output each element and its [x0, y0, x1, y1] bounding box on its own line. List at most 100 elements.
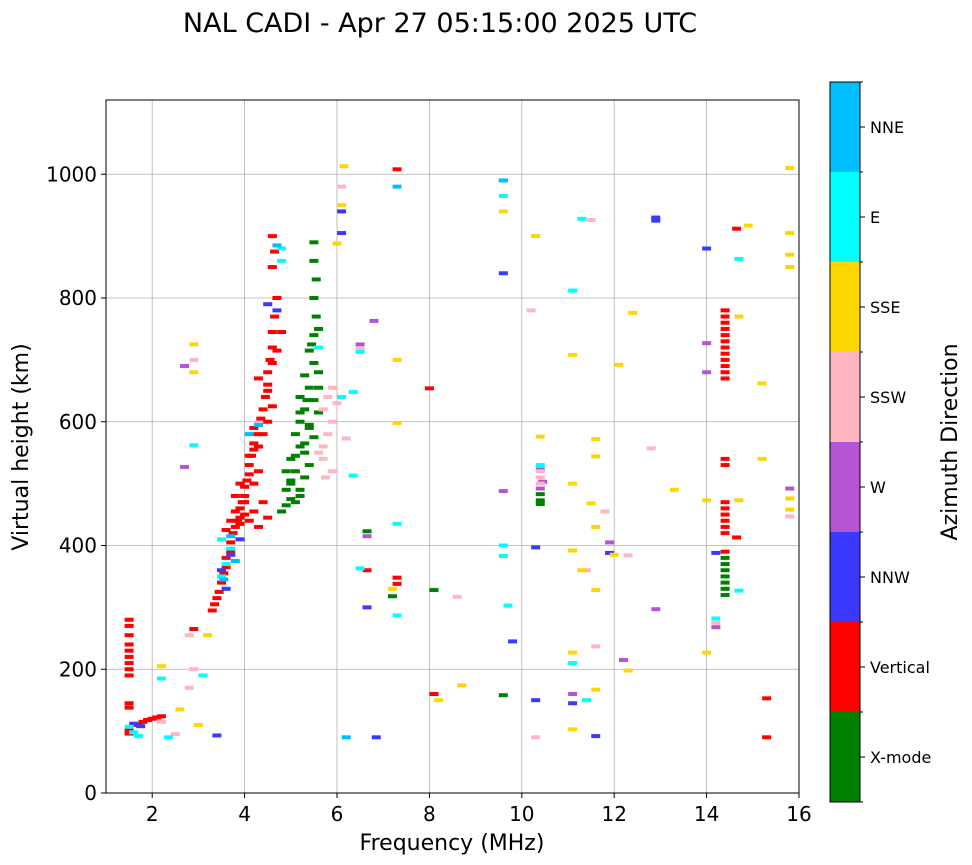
data-point: [124, 705, 134, 710]
data-point: [720, 326, 730, 331]
x-tick-label: 14: [694, 802, 719, 826]
data-point: [429, 692, 439, 696]
series-nne: [219, 178, 508, 740]
data-point: [323, 395, 333, 399]
data-point: [785, 507, 795, 512]
data-point: [498, 693, 508, 698]
data-point: [498, 178, 508, 183]
data-point: [314, 450, 324, 455]
data-point: [720, 463, 730, 468]
data-point: [240, 494, 250, 498]
data-point: [124, 661, 134, 666]
colorbar-segment: [830, 442, 860, 532]
data-point: [189, 627, 199, 632]
data-point: [720, 586, 730, 591]
data-point: [720, 500, 730, 505]
data-point: [314, 410, 324, 415]
data-point: [189, 370, 199, 375]
data-point: [136, 724, 146, 729]
data-point: [568, 661, 578, 666]
y-tick-label: 200: [59, 657, 97, 681]
data-point: [267, 345, 277, 350]
x-tick-label: 10: [509, 802, 534, 826]
data-point: [258, 432, 268, 437]
data-point: [235, 537, 245, 542]
data-point: [591, 524, 601, 529]
data-point: [720, 524, 730, 529]
data-point: [217, 568, 226, 573]
x-axis-label: Frequency (MHz): [360, 831, 545, 856]
data-point: [337, 395, 347, 399]
data-point: [267, 360, 277, 365]
data-point: [198, 673, 208, 678]
data-point: [184, 685, 194, 690]
data-point: [309, 240, 319, 245]
data-point: [240, 484, 250, 489]
colorbar-frame: [829, 81, 861, 803]
data-point: [392, 167, 402, 172]
x-tick-label: 2: [146, 802, 159, 826]
data-point: [277, 246, 287, 251]
data-point: [337, 209, 347, 214]
data-point: [600, 509, 610, 514]
data-point: [591, 454, 601, 459]
data-point: [720, 370, 730, 375]
data-point: [156, 719, 166, 724]
data-point: [230, 494, 240, 498]
data-point: [785, 496, 795, 501]
data-point: [720, 574, 730, 579]
data-point: [535, 469, 545, 474]
data-point: [362, 529, 372, 534]
data-point: [508, 639, 518, 644]
data-point: [263, 382, 273, 387]
data-point: [263, 388, 273, 393]
colorbar-tick-label: Vertical: [870, 658, 930, 677]
data-point: [226, 552, 236, 557]
colorbar-tick-label: NNW: [870, 568, 910, 587]
data-point: [256, 416, 266, 421]
data-point: [193, 722, 203, 727]
data-point: [249, 481, 259, 486]
data-point: [240, 500, 250, 505]
data-point: [720, 580, 730, 585]
data-point: [309, 360, 319, 365]
data-point: [498, 489, 508, 494]
colorbar-tick-label: NNE: [870, 118, 904, 137]
data-point: [568, 701, 578, 706]
colorbar-segment: [830, 712, 860, 802]
data-point: [235, 506, 245, 511]
data-point: [300, 475, 310, 480]
data-point: [586, 218, 596, 223]
data-point: [300, 373, 310, 378]
data-point: [757, 456, 767, 461]
data-point: [341, 735, 351, 740]
data-point: [263, 515, 273, 520]
data-point: [332, 401, 342, 406]
data-point: [309, 258, 319, 263]
data-point: [618, 657, 628, 662]
data-point: [337, 203, 347, 208]
data-point: [605, 540, 615, 545]
data-point: [429, 588, 439, 593]
data-point: [623, 668, 633, 673]
data-point: [785, 166, 795, 171]
data-point: [124, 642, 134, 647]
data-point: [249, 509, 259, 514]
y-tick-label: 400: [59, 534, 97, 558]
data-point: [568, 692, 578, 696]
series-x-mode: [277, 240, 730, 698]
data-point: [311, 277, 321, 282]
data-point: [286, 481, 296, 486]
data-point: [720, 364, 730, 369]
data-point: [244, 453, 254, 458]
plot-background: [106, 100, 799, 793]
data-point: [720, 320, 730, 325]
data-point: [720, 308, 730, 313]
data-point: [272, 308, 282, 313]
data-point: [734, 314, 744, 319]
data-point: [124, 701, 134, 706]
data-point: [568, 288, 578, 293]
data-point: [327, 385, 337, 390]
data-point: [124, 667, 134, 672]
gridlines: [106, 100, 800, 794]
